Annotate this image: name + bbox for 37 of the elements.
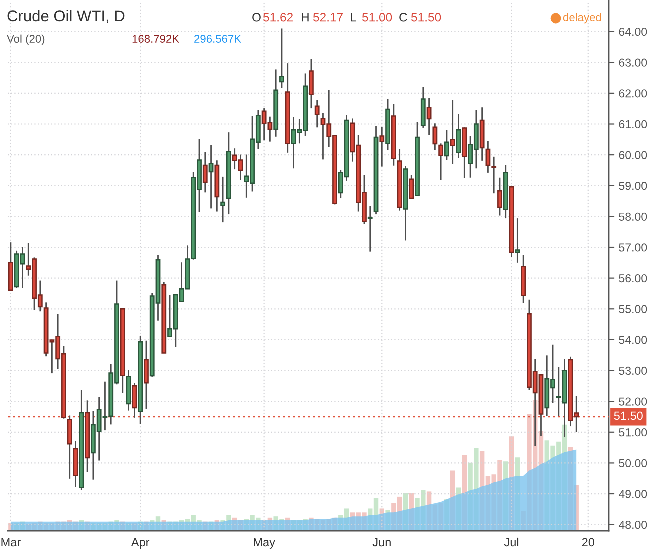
chart-title: Vol (20) — [7, 34, 45, 46]
text: Crude Oil WTI, D — [8, 10, 125, 24]
y-tick-label: 62.00 — [619, 90, 648, 98]
x-tick-label: Apr — [131, 538, 150, 549]
y-tick-label: 64.00 — [619, 28, 648, 36]
y-tick-label: 63.00 — [619, 58, 648, 67]
ref-line-label: 51.50 — [614, 412, 643, 420]
y-tick-label: 59.00 — [619, 182, 648, 190]
annotation: C — [400, 13, 408, 22]
x-tick-label: Jul — [504, 538, 519, 547]
annotation: 52.17 — [313, 13, 343, 22]
annotation: 51.62 — [263, 13, 293, 22]
x-tick-label: Jun — [372, 538, 391, 547]
y-tick-label: 61.00 — [619, 120, 648, 129]
y-tick-label: 60.00 — [619, 151, 648, 160]
annotation: 296.567K — [194, 35, 242, 43]
y-tick-label: 54.00 — [619, 336, 648, 344]
y-tick-label: 53.00 — [619, 366, 648, 376]
y-tick-label: 56.00 — [619, 274, 648, 283]
y-tick-label: 48.00 — [618, 520, 648, 530]
y-tick-label: 57.00 — [619, 244, 648, 252]
annotation: delayed — [563, 13, 602, 24]
annotation: H — [302, 13, 309, 22]
annotation: 168.792K — [132, 35, 180, 43]
annotation: L — [351, 13, 356, 22]
y-tick-label: 49.00 — [618, 490, 648, 498]
y-tick-label: 58.00 — [619, 212, 648, 221]
x-tick-label: 20 — [582, 538, 594, 547]
annotation: O — [252, 13, 261, 22]
annotation: 51.50 — [411, 13, 442, 22]
annotation: 51.00 — [362, 13, 392, 22]
x-tick-label: May — [254, 538, 276, 549]
y-tick-label: 55.00 — [619, 305, 648, 314]
x-tick-label: Mar — [2, 538, 21, 547]
y-tick-label: 52.00 — [619, 398, 648, 406]
y-tick-label: 50.00 — [619, 459, 648, 468]
y-tick-label: 51.00 — [619, 428, 648, 437]
